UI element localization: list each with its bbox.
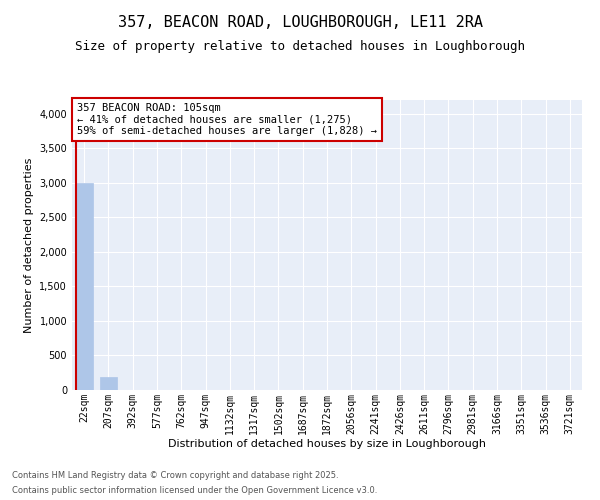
Bar (100, 377, 117, 390)
Text: Size of property relative to detached houses in Loughborough: Size of property relative to detached ho… (75, 40, 525, 53)
Bar (76, 183, 92, 390)
X-axis label: Distribution of detached houses by size in Loughborough: Distribution of detached houses by size … (168, 440, 486, 450)
Y-axis label: Number of detached properties: Number of detached properties (24, 158, 34, 332)
Text: 357, BEACON ROAD, LOUGHBOROUGH, LE11 2RA: 357, BEACON ROAD, LOUGHBOROUGH, LE11 2RA (118, 15, 482, 30)
Text: Contains HM Land Registry data © Crown copyright and database right 2025.: Contains HM Land Registry data © Crown c… (12, 471, 338, 480)
Text: Contains public sector information licensed under the Open Government Licence v3: Contains public sector information licen… (12, 486, 377, 495)
Text: 357 BEACON ROAD: 105sqm
← 41% of detached houses are smaller (1,275)
59% of semi: 357 BEACON ROAD: 105sqm ← 41% of detache… (77, 103, 377, 136)
